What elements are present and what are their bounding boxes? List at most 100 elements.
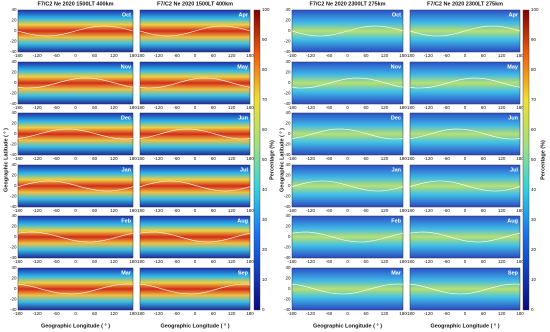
- x-tick-label: 60: [481, 208, 487, 213]
- magnetic-equator: [409, 77, 521, 89]
- y-tick-label: 20: [285, 18, 291, 23]
- x-tick-label: -180: [287, 208, 297, 213]
- map-panel: [409, 215, 521, 259]
- colorbar: [253, 9, 261, 311]
- x-tick-label: -60: [53, 208, 60, 213]
- x-tick-label: -180: [13, 208, 23, 213]
- x-tick-label: 120: [110, 259, 118, 264]
- x-tick-label: -120: [424, 105, 434, 110]
- y-tick-label: 0: [288, 183, 291, 188]
- month-label: Oct: [392, 12, 401, 18]
- x-tick-label: 180: [246, 259, 254, 264]
- colorbar-tick-label: 80: [531, 67, 537, 72]
- magnetic-equator: [17, 128, 134, 140]
- y-tick-label: -20: [284, 245, 291, 250]
- magnetic-equator: [291, 180, 404, 192]
- y-tick-label: 20: [285, 224, 291, 229]
- x-tick-label: 120: [110, 105, 118, 110]
- x-tick-label: 60: [92, 53, 98, 58]
- y-tick-label: 20: [285, 276, 291, 281]
- x-tick-label: -60: [326, 156, 333, 161]
- y-tick-label: -40: [284, 307, 291, 312]
- x-tick-label: -120: [424, 53, 434, 58]
- x-tick-label: 0: [194, 259, 197, 264]
- x-tick-label: -120: [33, 259, 43, 264]
- map-panel: [291, 164, 404, 208]
- y-tick-label: -20: [10, 194, 17, 199]
- x-tick-label: 60: [481, 311, 487, 316]
- y-tick-label: 0: [14, 234, 17, 239]
- colorbar-tick-label: 20: [262, 247, 268, 252]
- magnetic-equator: [409, 180, 521, 192]
- x-tick-label: -60: [53, 105, 60, 110]
- y-tick-label: 40: [11, 162, 17, 167]
- x-tick-label: 0: [74, 105, 77, 110]
- x-tick-label: -120: [154, 259, 164, 264]
- colorbar-tick-label: 100: [531, 7, 539, 12]
- x-tick-label: -60: [53, 156, 60, 161]
- x-tick-label: 180: [399, 105, 407, 110]
- x-tick-label: -120: [154, 105, 164, 110]
- x-tick-label: -60: [173, 259, 180, 264]
- map-panel: [139, 112, 251, 156]
- x-tick-label: -60: [443, 208, 450, 213]
- x-tick-label: 120: [228, 311, 236, 316]
- x-tick-label: -60: [173, 156, 180, 161]
- x-tick-label: 60: [363, 156, 369, 161]
- y-tick-label: -40: [10, 101, 17, 106]
- x-tick-label: -180: [135, 311, 145, 316]
- month-label: Feb: [391, 218, 401, 224]
- x-tick-label: -120: [424, 156, 434, 161]
- month-label: Apr: [509, 12, 519, 18]
- x-tick-label: -120: [33, 156, 43, 161]
- month-label: Mar: [121, 270, 132, 276]
- colorbar-tick-label: 50: [531, 157, 537, 162]
- y-tick-label: -40: [284, 101, 291, 106]
- x-tick-label: 0: [194, 208, 197, 213]
- y-tick-label: 20: [11, 121, 17, 126]
- x-tick-label: 180: [246, 53, 254, 58]
- x-tick-label: 0: [194, 53, 197, 58]
- x-tick-label: 60: [363, 53, 369, 58]
- month-label: Mar: [391, 270, 402, 276]
- colorbar-tick-label: 70: [531, 97, 537, 102]
- magnetic-equator: [139, 283, 251, 295]
- y-tick-label: 20: [11, 18, 17, 23]
- x-tick-label: 180: [516, 53, 524, 58]
- colorbar-tick-label: 0: [531, 307, 534, 312]
- panel-title: F7/C2 Ne 2020 1500LT 400km: [157, 1, 233, 7]
- y-tick-label: 40: [285, 7, 291, 12]
- y-tick-label: 40: [11, 110, 17, 115]
- x-tick-label: -180: [405, 156, 415, 161]
- x-tick-label: 60: [92, 208, 98, 213]
- y-tick-label: -20: [10, 297, 17, 302]
- colorbar-tick-label: 70: [262, 97, 268, 102]
- x-tick-label: 0: [74, 156, 77, 161]
- x-tick-label: -120: [306, 53, 316, 58]
- x-tick-label: 60: [481, 156, 487, 161]
- y-tick-label: -20: [10, 245, 17, 250]
- x-tick-label: -180: [135, 53, 145, 58]
- y-axis-title: Geographic Latitude ( ° ): [3, 128, 9, 192]
- x-tick-label: -180: [13, 259, 23, 264]
- map-panel: [139, 215, 251, 259]
- x-tick-label: -120: [306, 156, 316, 161]
- x-tick-label: 0: [464, 156, 467, 161]
- colorbar-tick-label: 40: [531, 187, 537, 192]
- x-tick-label: 120: [498, 259, 506, 264]
- x-tick-label: -120: [33, 105, 43, 110]
- month-label: Aug: [507, 218, 518, 224]
- y-tick-label: 20: [11, 224, 17, 229]
- x-tick-label: -120: [154, 311, 164, 316]
- y-tick-label: 0: [14, 183, 17, 188]
- y-tick-label: -40: [284, 152, 291, 157]
- x-tick-label: 180: [246, 105, 254, 110]
- x-tick-label: 60: [92, 156, 98, 161]
- y-tick-label: 0: [288, 28, 291, 33]
- month-label: Sep: [238, 270, 249, 276]
- y-tick-label: 40: [11, 265, 17, 270]
- x-tick-label: -60: [173, 105, 180, 110]
- colorbar-tick-label: 50: [262, 157, 268, 162]
- y-tick-label: 20: [11, 276, 17, 281]
- x-tick-label: 60: [481, 259, 487, 264]
